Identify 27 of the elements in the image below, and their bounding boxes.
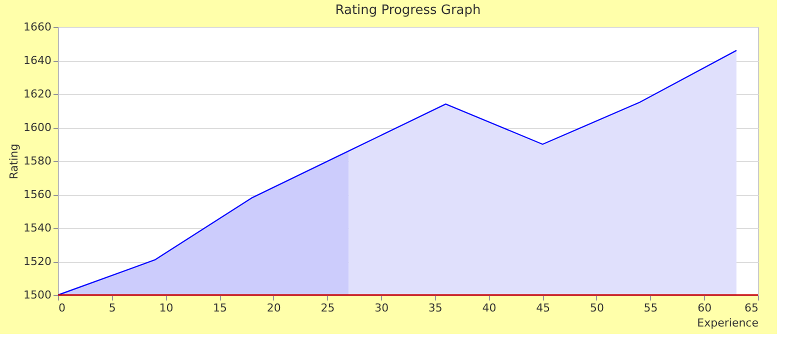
y-tick-label: 1660 [24, 20, 52, 34]
y-tick-label: 1540 [24, 222, 52, 234]
x-tick-label: 60 [698, 302, 712, 314]
y-tick-label: 1560 [24, 188, 52, 201]
y-tick-label: 1600 [24, 121, 52, 134]
x-tick-label: 0 [58, 302, 66, 314]
y-axis-title: Rating [8, 144, 21, 180]
x-tick-label: 55 [644, 302, 658, 314]
chart-title: Rating Progress Graph [335, 3, 481, 18]
x-tick-label: 50 [590, 302, 604, 314]
line-series [57, 50, 738, 296]
x-tick-label: 10 [159, 302, 174, 314]
y-tick-label: 1580 [24, 154, 52, 168]
x-tick-label: 65 [744, 302, 758, 314]
y-tick-label: 1640 [24, 54, 52, 67]
x-tick-label: 35 [428, 302, 442, 314]
x-tick-label: 45 [536, 302, 550, 314]
x-tick-label: 5 [108, 302, 116, 314]
x-axis-title: Experience [697, 316, 759, 330]
x-tick-label: 30 [374, 302, 389, 314]
y-tick-label: 1520 [24, 255, 52, 268]
y-tick-label: 1500 [24, 288, 52, 302]
y-tick-label: 1620 [24, 88, 52, 100]
x-tick-label: 40 [482, 302, 496, 314]
x-tick-label: 15 [213, 302, 228, 314]
x-tick-label: 20 [266, 302, 281, 314]
x-tick-label: 25 [320, 302, 335, 314]
